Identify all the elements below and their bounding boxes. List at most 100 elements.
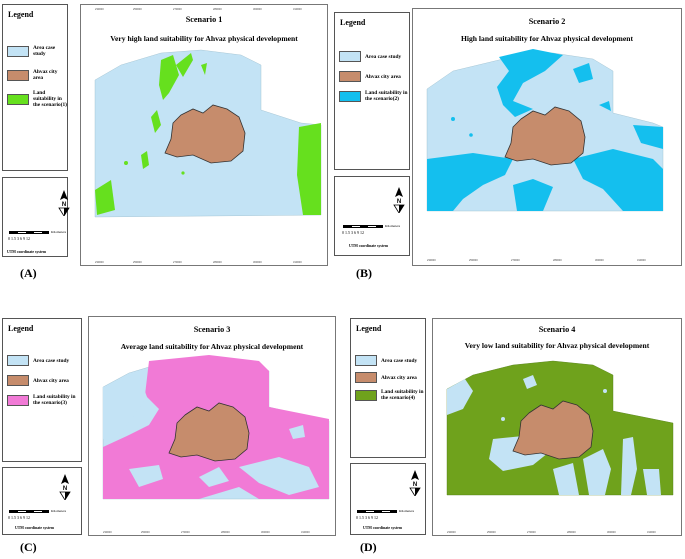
scenario-title: Scenario 1 [185, 15, 223, 24]
north-arrow-icon: N [409, 470, 421, 498]
tick-label: 250000 [133, 260, 142, 264]
north-arrow-icon: N [59, 474, 71, 502]
legend-label: Land suitability in the scenario(1) [33, 90, 67, 108]
scale-unit: Kilometers [399, 509, 415, 513]
tick-label: 270000 [173, 260, 182, 264]
svg-text:N: N [63, 486, 67, 492]
scale-box: N Kilometers 0 1.5 3 6 9 12 UTM coordina… [350, 463, 426, 535]
city-swatch [7, 375, 29, 386]
scale-unit: Kilometers [51, 230, 67, 234]
legend-box: Legend Area case study Ahvaz city area L… [350, 318, 426, 458]
legend-item-suitability: Land suitability in the scenario(4) [355, 389, 425, 401]
scenario-title: Scenario 2 [528, 17, 566, 26]
north-arrow-icon: N [393, 187, 405, 215]
city-swatch [355, 372, 377, 383]
legend-label: Area case study [33, 357, 70, 364]
scale-numbers: 0 1.5 3 6 9 12 [342, 230, 364, 235]
map-d: 230000 250000 270000 280000 300000 31000… [446, 360, 674, 534]
tick-label: 230000 [427, 258, 436, 262]
legend-label: Land suitability in the scenario(2) [365, 90, 408, 102]
tick-label: 300000 [607, 530, 616, 534]
scenario-title: Scenario 4 [538, 325, 576, 334]
utm-label: UTM coordinate system [7, 250, 47, 254]
tick-label: 310000 [301, 530, 310, 534]
legend-item-city: Ahvaz city area [339, 71, 401, 82]
legend-item-city: Ahvaz city area [7, 375, 69, 386]
tick-label: 310000 [637, 258, 646, 262]
utm-label: UTM coordinate system [349, 244, 389, 248]
legend-item-suitability: Land suitability in the scenario(2) [339, 90, 409, 102]
area-swatch [355, 355, 377, 366]
legend-label: Ahvaz city area [365, 73, 401, 80]
map-frame: Scenario 4 Very low land suitability for… [432, 318, 682, 536]
tick-label: 230000 [447, 530, 456, 534]
legend-label: Area case study [365, 53, 402, 60]
scale-bar [9, 510, 49, 513]
scale-numbers: 0 1.5 3 6 9 12 [8, 236, 30, 241]
legend-label: Ahvaz city area [381, 374, 417, 381]
legend-item-suitability: Land suitability in the scenario(1) [7, 90, 67, 108]
scale-bar [9, 231, 49, 234]
scenario-subtitle: High land suitability for Ahvaz physical… [460, 34, 633, 43]
map-a: 230000 250000 270000 280000 300000 31000… [94, 7, 322, 264]
scenario-subtitle: Average land suitability for Ahvaz physi… [120, 342, 304, 351]
legend-label: Land suitability in the scenario(3) [33, 394, 76, 406]
tick-label: 300000 [261, 530, 270, 534]
map-frame: Scenario 2 High land suitability for Ahv… [412, 8, 682, 266]
scale-numbers: 0 1.5 3 6 9 12 [356, 515, 378, 520]
utm-label: UTM coordinate system [15, 526, 55, 530]
suitability-swatch [7, 93, 29, 105]
city-swatch [7, 69, 29, 81]
legend-item-city: Ahvaz city area [7, 69, 67, 81]
scale-unit: Kilometers [51, 509, 67, 513]
tick-label: 250000 [487, 530, 496, 534]
legend-label: Land suitability in the scenario(4) [381, 389, 424, 401]
scale-bar [357, 510, 397, 513]
tick-label: 280000 [213, 260, 222, 264]
legend-item-area: Area case study [7, 45, 67, 57]
tick-label: 250000 [469, 258, 478, 262]
scale-unit: Kilometers [385, 224, 401, 228]
legend-item-suitability: Land suitability in the scenario(3) [7, 394, 81, 406]
scale-box: N Kilometers 0 1.5 3 6 9 12 UTM coordina… [2, 177, 70, 257]
tick-label: 280000 [213, 7, 222, 11]
svg-text:N: N [397, 199, 401, 205]
suitability-swatch [355, 389, 377, 401]
map-frame: Scenario 1 Very high land suitability fo… [80, 4, 328, 266]
scale-box: N Kilometers 0 1.5 3 6 9 12 UTM coordina… [334, 176, 410, 256]
tick-label: 250000 [133, 7, 142, 11]
city-swatch [339, 71, 361, 82]
suitability-swatch [7, 394, 29, 406]
svg-text:N: N [413, 482, 417, 488]
tick-label: 230000 [103, 530, 112, 534]
tick-label: 270000 [173, 7, 182, 11]
svg-text:N: N [62, 202, 66, 208]
legend-label: Ahvaz city area [33, 69, 58, 81]
north-arrow-icon: N [58, 190, 70, 218]
tick-label: 310000 [293, 7, 302, 11]
legend-title: Legend [8, 324, 34, 333]
panel-label-c: (C) [20, 540, 37, 554]
map-b: 230000 250000 270000 280000 300000 31000… [426, 49, 664, 262]
legend-label: Area case study [381, 357, 418, 364]
tick-label: 310000 [293, 260, 302, 264]
legend-item-area: Area case study [7, 355, 69, 366]
area-swatch [339, 51, 361, 62]
tick-label: 270000 [527, 530, 536, 534]
scale-box: N Kilometers 0 1.5 3 6 9 12 UTM coordina… [2, 467, 82, 535]
tick-label: 280000 [553, 258, 562, 262]
tick-label: 270000 [511, 258, 520, 262]
tick-label: 280000 [567, 530, 576, 534]
area-swatch [7, 355, 29, 366]
legend-title: Legend [356, 324, 382, 333]
utm-label: UTM coordinate system [363, 526, 403, 530]
legend-box: Legend Area case study Ahvaz city area L… [2, 4, 68, 171]
legend-box: Legend Area case study Ahvaz city area L… [334, 12, 410, 170]
tick-label: 250000 [141, 530, 150, 534]
legend-title: Legend [340, 18, 366, 27]
map-frame: Scenario 3 Average land suitability for … [88, 316, 336, 536]
panel-label-d: (D) [360, 540, 377, 554]
tick-label: 270000 [181, 530, 190, 534]
legend-item-area: Area case study [339, 51, 401, 62]
scenario-subtitle: Very high land suitability for Ahvaz phy… [110, 34, 298, 43]
